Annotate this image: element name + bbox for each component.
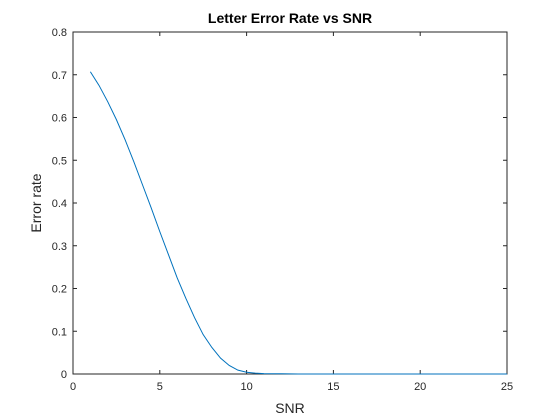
x-tick-label: 10 xyxy=(240,381,252,393)
x-axis-label: SNR xyxy=(275,400,305,416)
chart-title: Letter Error Rate vs SNR xyxy=(208,10,372,26)
y-axis-ticks: 0 0.1 0.2 0.3 0.4 0.5 0.6 0.7 0.8 xyxy=(52,27,507,381)
y-tick-label: 0.1 xyxy=(52,326,67,338)
y-axis-label: Error rate xyxy=(28,173,44,232)
x-tick-label: 0 xyxy=(70,381,76,393)
plot-area xyxy=(72,31,508,375)
y-tick-label: 0.7 xyxy=(52,70,67,82)
y-tick-label: 0.6 xyxy=(52,113,67,125)
y-tick-label: 0.4 xyxy=(52,198,67,210)
series-line-1 xyxy=(89,71,507,375)
y-tick-label: 0 xyxy=(61,369,67,381)
y-tick-label: 0.2 xyxy=(52,284,67,296)
series-layer xyxy=(89,71,507,375)
y-tick-label: 0.8 xyxy=(52,27,67,39)
x-tick-label: 25 xyxy=(501,381,513,393)
axes-box xyxy=(72,31,508,375)
x-tick-label: 20 xyxy=(414,381,426,393)
x-tick-label: 5 xyxy=(157,381,163,393)
y-tick-label: 0.5 xyxy=(52,155,67,167)
y-tick-label: 0.3 xyxy=(52,241,67,253)
x-tick-label: 15 xyxy=(327,381,339,393)
